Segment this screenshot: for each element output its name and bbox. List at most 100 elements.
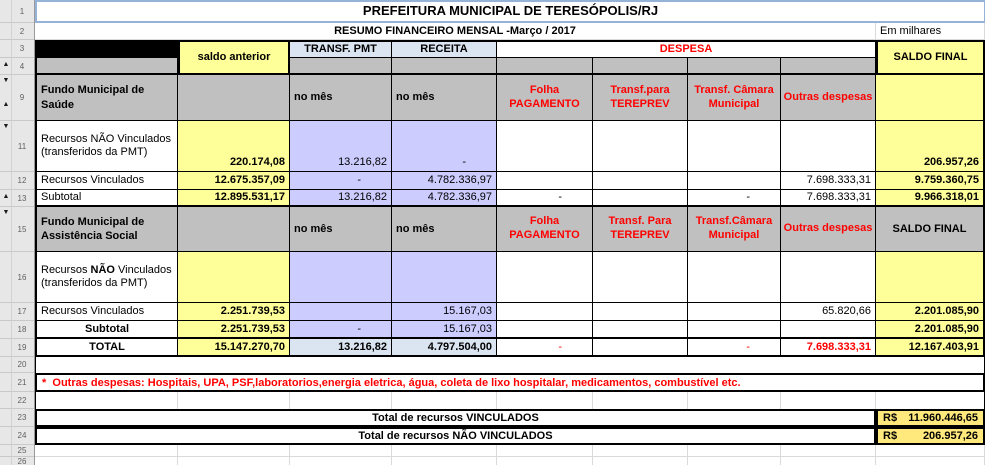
row-number[interactable]: 4 <box>0 58 34 75</box>
spacer-cell[interactable] <box>593 58 688 75</box>
empty-cell[interactable] <box>876 252 985 303</box>
row-number[interactable]: 24 <box>0 427 34 445</box>
assistencia-col-tereprev[interactable]: Transf. Para TEREPREV <box>593 207 688 252</box>
collapse-up-icon[interactable]: ▲ <box>2 101 10 108</box>
assistencia-vinculados-outras[interactable]: 65.820,66 <box>781 303 876 321</box>
saude-col-tereprev[interactable]: Transf.para TEREPREV <box>593 75 688 121</box>
empty-cell[interactable] <box>593 321 688 339</box>
saude-subtotal-label[interactable]: Subtotal <box>35 190 178 207</box>
row-number[interactable]: 12 <box>0 172 34 190</box>
total-outras[interactable]: 7.698.333,31 <box>781 339 876 357</box>
empty-cell[interactable] <box>290 252 392 303</box>
saude-vinculados-outras[interactable]: 7.698.333,31 <box>781 172 876 190</box>
saude-saldo-final-spacer[interactable] <box>876 75 985 121</box>
header-transf-pmt[interactable]: TRANSF. PMT <box>290 40 392 58</box>
sheet-subtitle-cell[interactable]: RESUMO FINANCEIRO MENSAL -Março / 2017 <box>35 23 876 40</box>
assistencia-col-outras[interactable]: Outras despesas <box>781 207 876 252</box>
assistencia-saldo-final-header[interactable]: SALDO FINAL <box>876 207 985 252</box>
saude-section-title[interactable]: Fundo Municipal de Saúde <box>35 75 178 121</box>
assistencia-subtotal-receita[interactable]: 15.167,03 <box>392 321 497 339</box>
empty-cell[interactable] <box>497 252 593 303</box>
spacer-cell[interactable] <box>392 58 497 75</box>
saude-subtotal-receita[interactable]: 4.782.336,97 <box>392 190 497 207</box>
saude-vinculados-saldo-final[interactable]: 9.759.360,75 <box>876 172 985 190</box>
row-number[interactable]: 1 <box>0 0 34 23</box>
empty-cell[interactable] <box>688 172 781 190</box>
saude-nao-vinculados-receita[interactable]: - <box>392 121 497 172</box>
total-saldo-anterior[interactable]: 15.147.270,70 <box>178 339 290 357</box>
summary-nao-vinculados-value[interactable]: R$ 206.957,26 <box>876 427 985 445</box>
saude-subtotal-saldo-final[interactable]: 9.966.318,01 <box>876 190 985 207</box>
row-number[interactable]: 18 <box>0 321 34 339</box>
assistencia-col-folha[interactable]: Folha PAGAMENTO <box>497 207 593 252</box>
header-saldo-final[interactable]: SALDO FINAL <box>876 40 985 75</box>
assistencia-subtotal-saldo-anterior[interactable]: 2.251.739,53 <box>178 321 290 339</box>
empty-cell[interactable] <box>497 121 593 172</box>
saude-no-mes-transf[interactable]: no mês <box>290 75 392 121</box>
empty-cell[interactable] <box>593 172 688 190</box>
empty-cell[interactable] <box>688 321 781 339</box>
empty-column[interactable] <box>985 0 1000 445</box>
summary-nao-vinculados-label[interactable]: Total de recursos NÃO VINCULADOS <box>35 427 876 445</box>
saude-subtotal-outras[interactable]: 7.698.333,31 <box>781 190 876 207</box>
saude-vinculados-label[interactable]: Recursos Vinculados <box>35 172 178 190</box>
assistencia-no-mes-transf[interactable]: no mês <box>290 207 392 252</box>
total-saldo-final[interactable]: 12.167.403,91 <box>876 339 985 357</box>
corner-black-cell[interactable] <box>35 40 178 58</box>
assistencia-vinculados-saldo-anterior[interactable]: 2.251.739,53 <box>178 303 290 321</box>
header-saldo-anterior[interactable]: saldo anterior <box>178 40 290 75</box>
spacer-cell[interactable] <box>35 58 178 75</box>
empty-cell[interactable] <box>593 190 688 207</box>
header-despesa[interactable]: DESPESA <box>497 40 876 58</box>
row-number[interactable]: 23 <box>0 409 34 427</box>
saude-col-camara[interactable]: Transf. Câmara Municipal <box>688 75 781 121</box>
empty-cell[interactable] <box>392 252 497 303</box>
saude-nao-vinculados-label[interactable]: Recursos NÃO Vinculados (transferidos da… <box>35 121 178 172</box>
row-number[interactable]: 11 <box>0 121 34 172</box>
assistencia-subtotal-saldo-final[interactable]: 2.201.085,90 <box>876 321 985 339</box>
empty-cell[interactable] <box>497 303 593 321</box>
header-receita[interactable]: RECEITA <box>392 40 497 58</box>
saude-vinculados-saldo-anterior[interactable]: 12.675.357,09 <box>178 172 290 190</box>
saude-nao-vinculados-saldo-final[interactable]: 206.957,26 <box>876 121 985 172</box>
assistencia-section-title[interactable]: Fundo Municipal de Assistência Social <box>35 207 178 252</box>
row-number[interactable]: 25 <box>0 445 34 457</box>
empty-row[interactable] <box>35 445 1000 457</box>
collapse-down-icon[interactable]: ▼ <box>2 77 10 84</box>
row-number[interactable]: 17 <box>0 303 34 321</box>
spacer-cell[interactable] <box>178 207 290 252</box>
row-number[interactable]: 21 <box>0 373 34 392</box>
saude-col-outras[interactable]: Outras despesas <box>781 75 876 121</box>
row-number[interactable]: 22 <box>0 392 34 409</box>
row-number[interactable]: 16 <box>0 252 34 303</box>
row-number[interactable]: 15 <box>0 207 34 252</box>
saude-nao-vinculados-transf-pmt[interactable]: 13.216,82 <box>290 121 392 172</box>
total-transf-pmt[interactable]: 13.216,82 <box>290 339 392 357</box>
saude-subtotal-camara[interactable]: - <box>688 190 781 207</box>
empty-cell[interactable] <box>781 252 876 303</box>
assistencia-nao-vinculados-label[interactable]: Recursos NÃO Vinculados (transferidos da… <box>35 252 178 303</box>
empty-cell[interactable] <box>593 303 688 321</box>
saude-subtotal-transf-pmt[interactable]: 13.216,82 <box>290 190 392 207</box>
total-receita[interactable]: 4.797.504,00 <box>392 339 497 357</box>
assistencia-vinculados-receita[interactable]: 15.167,03 <box>392 303 497 321</box>
empty-row[interactable] <box>35 457 1000 465</box>
saude-vinculados-transf-pmt[interactable]: - <box>290 172 392 190</box>
collapse-down-icon[interactable]: ▼ <box>2 123 10 130</box>
spacer-cell[interactable] <box>178 75 290 121</box>
spacer-cell[interactable] <box>688 58 781 75</box>
summary-vinculados-label[interactable]: Total de recursos VINCULADOS <box>35 409 876 427</box>
empty-cell[interactable] <box>290 303 392 321</box>
total-camara[interactable]: - <box>688 339 781 357</box>
footnote-cell[interactable]: * Outras despesas: Hospitais, UPA, PSF,l… <box>35 373 985 392</box>
assistencia-subtotal-transf-pmt[interactable]: - <box>290 321 392 339</box>
empty-cell[interactable] <box>497 172 593 190</box>
row-number[interactable]: 19 <box>0 339 34 357</box>
row-number[interactable]: 13 <box>0 190 34 207</box>
empty-cell[interactable] <box>497 321 593 339</box>
empty-cell[interactable] <box>688 303 781 321</box>
spacer-cell[interactable] <box>781 58 876 75</box>
empty-row[interactable] <box>35 357 985 373</box>
collapse-down-icon[interactable]: ▼ <box>2 209 10 216</box>
unit-note-cell[interactable]: Em milhares <box>876 23 985 40</box>
